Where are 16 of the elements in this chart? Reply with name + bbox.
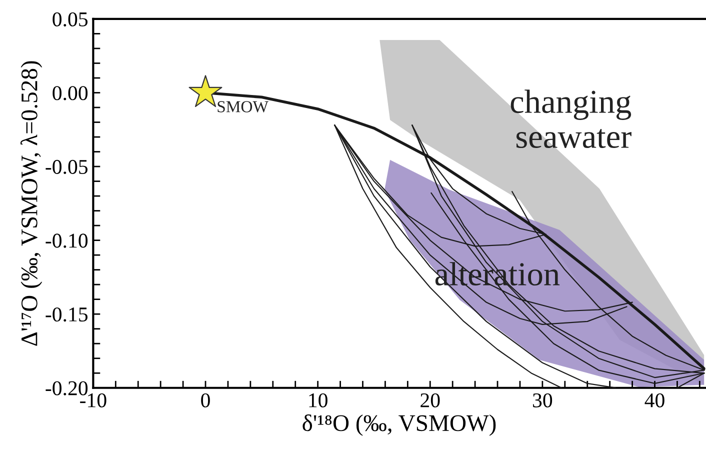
y-tick-label: 0.00 (52, 86, 88, 100)
x-tick-label: 10 (309, 393, 328, 408)
annotation: changing seawater (510, 90, 632, 148)
x-tick-label: 30 (533, 393, 552, 408)
y-tick-label: -0.15 (46, 307, 88, 322)
series-label: SMOW (218, 101, 268, 112)
x-axis-title: δ'¹⁸O (‰, VSMOW) (302, 414, 496, 436)
x-tick-label: 40 (644, 393, 664, 408)
y-axis-title: Δ'¹⁷O (‰, VSMOW, λ=0.528) (20, 61, 42, 346)
y-tick-label: -0.20 (46, 381, 88, 396)
x-tick-label: -10 (80, 393, 106, 408)
x-tick-label: 0 (201, 393, 210, 408)
x-tick-label: 20 (420, 393, 440, 408)
y-tick-label: -0.05 (46, 160, 88, 174)
y-tick-label: 0.05 (52, 12, 88, 26)
y-tick-label: -0.10 (46, 234, 88, 248)
